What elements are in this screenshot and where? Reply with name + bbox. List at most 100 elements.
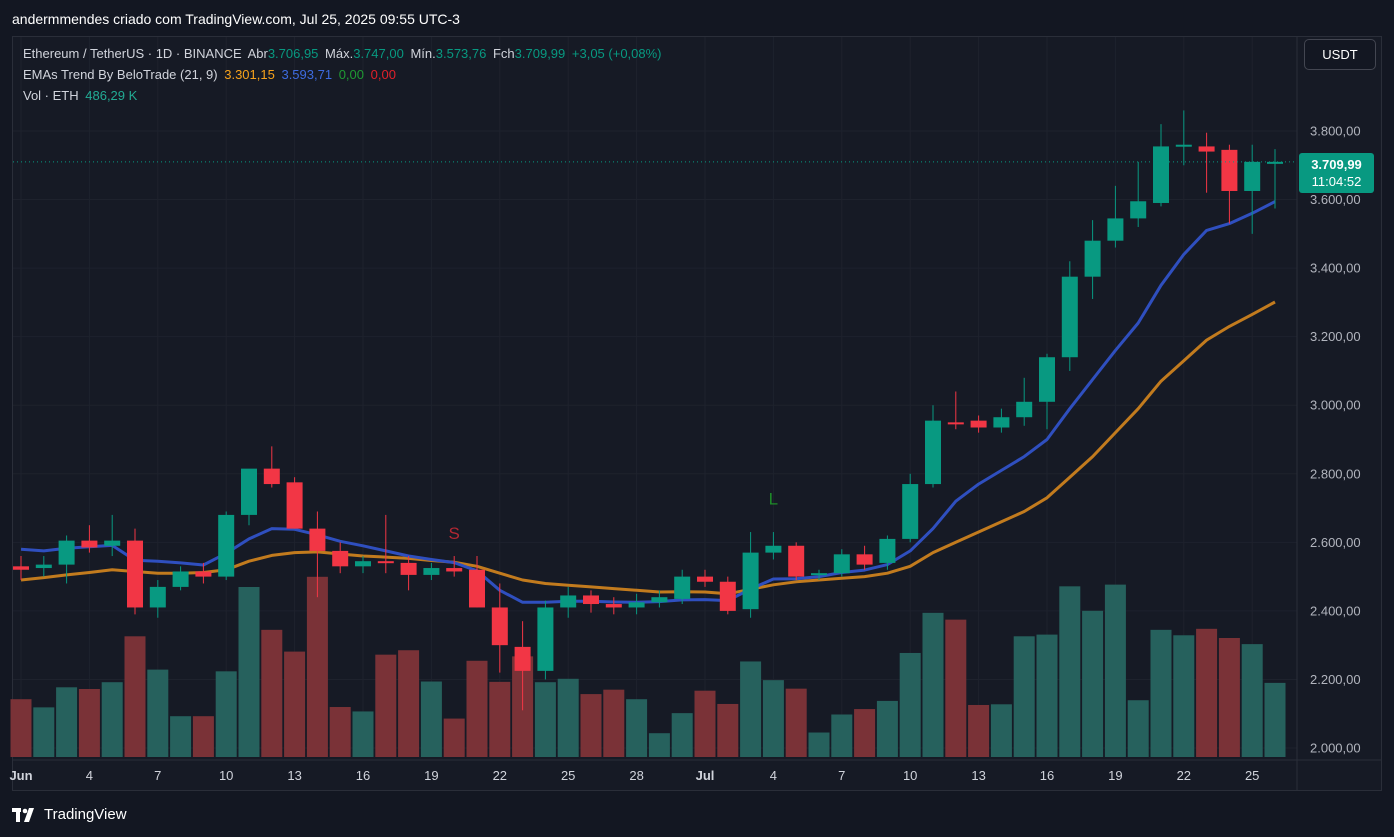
x-tick-label: 16 (356, 768, 370, 783)
candle-body (172, 571, 189, 587)
volume-bar (352, 711, 374, 757)
volume-bar (215, 671, 237, 757)
x-tick-label: 10 (903, 768, 917, 783)
volume-bar (1059, 586, 1081, 757)
change-value: +3,05 (+0,08%) (571, 46, 662, 61)
volume-bar (808, 732, 830, 757)
x-tick-label: 7 (838, 768, 845, 783)
volume-bar (261, 629, 283, 757)
y-tick-label: 2.600,00 (1310, 535, 1361, 550)
volume-indicator-name[interactable]: Vol · ETH (23, 88, 79, 103)
candle-body (993, 417, 1010, 428)
candle-body (309, 528, 326, 551)
y-tick-label: 2.200,00 (1310, 672, 1361, 687)
tradingview-logo-icon (12, 807, 34, 822)
ema-legend[interactable]: EMAs Trend By BeloTrade (21, 9) 3.301,15… (23, 67, 399, 82)
volume-bar (694, 690, 716, 757)
footer-brand-text: TradingView (44, 806, 127, 823)
candle-body (811, 573, 827, 576)
volume-bar (375, 654, 397, 757)
volume-bar (124, 636, 146, 757)
ema-value-3: 0,00 (338, 67, 365, 82)
volume-bar (580, 694, 602, 757)
candle-body (879, 538, 896, 563)
candle-body (263, 468, 280, 485)
footer-brand[interactable]: TradingView (12, 806, 127, 823)
ema-value-4: 0,00 (370, 67, 396, 82)
y-tick-label: 3.600,00 (1310, 192, 1361, 207)
volume-bar (557, 678, 579, 757)
candle-body (58, 540, 75, 565)
candle-body (514, 646, 531, 671)
volume-bar (876, 700, 898, 757)
volume-bar (1218, 638, 1240, 757)
volume-bar (56, 687, 78, 757)
candle-body (925, 420, 941, 485)
candle-body (788, 545, 805, 577)
volume-bar (1173, 635, 1195, 757)
symbol-name[interactable]: Ethereum / TetherUS · 1D · BINANCE (23, 46, 242, 61)
ema-fast-value: 3.593,71 (281, 67, 333, 82)
volume-bar (990, 704, 1012, 757)
candle-body (491, 607, 508, 646)
x-tick-label: 22 (1177, 768, 1191, 783)
candle-body (833, 554, 850, 574)
candle-body (902, 484, 919, 539)
volume-bar (1104, 584, 1126, 757)
currency-button[interactable]: USDT (1304, 39, 1376, 70)
page-title: andermmendes criado com TradingView.com,… (12, 11, 460, 27)
candle-body (241, 468, 257, 515)
candle-body (742, 552, 759, 610)
candle-body (127, 540, 143, 608)
open-label: Abr (247, 46, 268, 61)
x-tick-label: 19 (424, 768, 438, 783)
x-tick-label: 19 (1108, 768, 1122, 783)
candle-body (400, 562, 417, 575)
x-tick-label: 13 (287, 768, 301, 783)
candle-body (355, 561, 371, 567)
candle-body (1061, 276, 1078, 358)
x-tick-label: 16 (1040, 768, 1054, 783)
candle-body (1198, 146, 1215, 152)
volume-bar (717, 703, 739, 757)
volume-bar (147, 669, 169, 757)
volume-bar (671, 713, 693, 757)
candle-body (1221, 149, 1238, 191)
x-tick-label: 28 (629, 768, 643, 783)
x-tick-label: 4 (86, 768, 93, 783)
open-value: 3.706,95 (267, 46, 319, 61)
symbol-legend: Ethereum / TetherUS · 1D · BINANCE Abr3.… (23, 46, 665, 61)
volume-bar (626, 699, 648, 757)
low-value: 3.573,76 (435, 46, 487, 61)
volume-bar (33, 707, 55, 757)
volume-bar (831, 714, 853, 757)
volume-bar (466, 660, 488, 757)
candle-body (605, 604, 622, 608)
volume-legend[interactable]: Vol · ETH 486,29 K (23, 88, 140, 103)
x-tick-label: 25 (1245, 768, 1259, 783)
volume-bar (192, 716, 214, 757)
x-tick-label: 25 (561, 768, 575, 783)
volume-bar (443, 718, 465, 757)
candle-body (856, 554, 873, 565)
candle-body (1267, 161, 1283, 164)
y-tick-label: 3.800,00 (1310, 124, 1361, 139)
candle-body (35, 564, 52, 569)
x-tick-label: 7 (154, 768, 161, 783)
x-tick-label: Jun (9, 768, 32, 783)
candle-body (1039, 357, 1055, 402)
volume-bar (945, 619, 967, 757)
volume-bar (78, 689, 100, 757)
volume-bar (1196, 628, 1218, 757)
candle-body (286, 482, 303, 529)
ema-indicator-name[interactable]: EMAs Trend By BeloTrade (21, 9) (23, 67, 218, 82)
candle-body (1016, 401, 1033, 418)
candle-body (218, 514, 235, 577)
volume-bar (238, 587, 260, 757)
volume-bar (306, 576, 328, 757)
volume-bar (1241, 644, 1263, 757)
x-tick-label: 13 (971, 768, 985, 783)
high-label: Máx. (325, 46, 354, 61)
candle-body (970, 420, 987, 428)
